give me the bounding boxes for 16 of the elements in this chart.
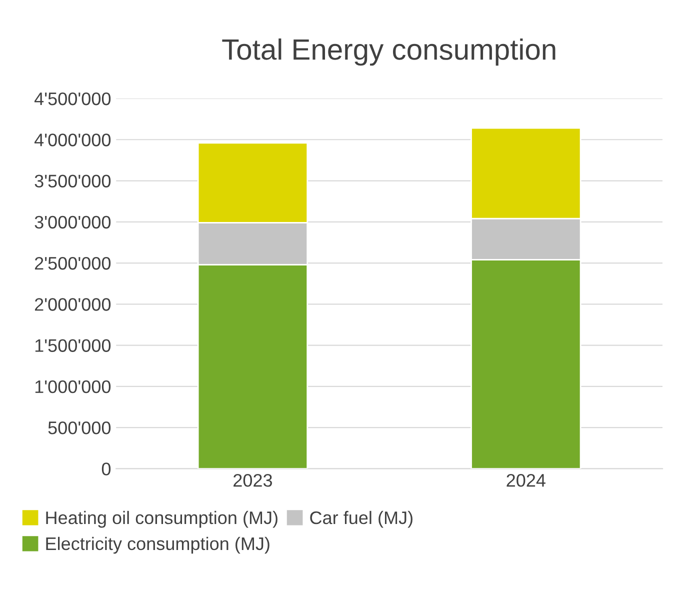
chart-title: Total Energy consumption — [222, 38, 556, 66]
y-tick-label: 2'000'000 — [34, 298, 111, 311]
x-tick-label: 2023 — [234, 474, 272, 487]
y-tick-label: 4'000'000 — [34, 134, 111, 146]
x-tick-label: 2024 — [506, 474, 546, 487]
legend-label: Car fuel (MJ) — [310, 510, 412, 528]
legend-label: Electricity consumption (MJ) — [46, 536, 270, 554]
y-tick-label: 3'000'000 — [34, 216, 111, 229]
y-tick-label: 1'500'000 — [35, 339, 111, 352]
legend-label: Heating oil consumption (MJ) — [46, 510, 278, 528]
y-tick-label: 500'000 — [48, 421, 111, 434]
y-tick-label: 0 — [102, 462, 111, 476]
y-tick-label: 3'500'000 — [34, 174, 111, 188]
y-tick-label: 4'500'000 — [34, 92, 111, 106]
y-tick-label: 1'000'000 — [35, 380, 111, 394]
y-tick-label: 2'500'000 — [34, 256, 111, 270]
